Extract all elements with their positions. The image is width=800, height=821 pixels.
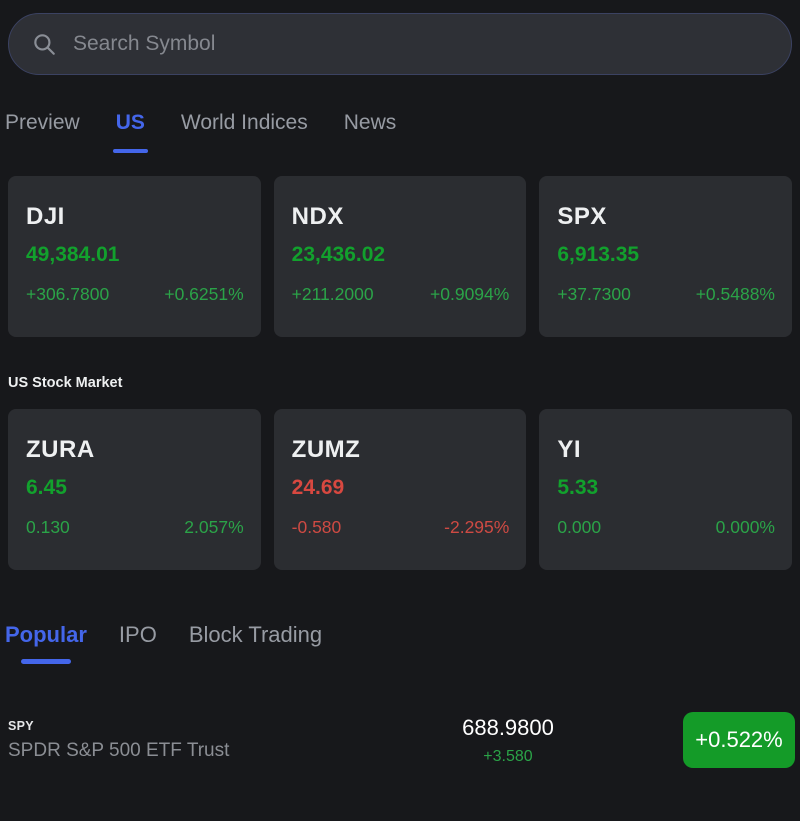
stock-symbol: ZUMZ <box>291 436 361 463</box>
tab-preview[interactable]: Preview <box>5 111 80 134</box>
stock-value: 5.33 <box>557 476 599 499</box>
list-item-name: SPDR S&P 500 ETF Trust <box>8 739 230 761</box>
index-change-row: +37.7300 +0.5488% <box>557 284 775 305</box>
index-change: +37.7300 <box>557 284 631 304</box>
search-icon <box>31 31 57 57</box>
stock-change: 0.000 <box>557 517 602 537</box>
stock-card-yi[interactable]: YI 5.33 0.000 0.000% <box>539 409 792 570</box>
list-item-symbol: SPY <box>8 718 34 733</box>
stock-symbol: ZURA <box>26 436 95 463</box>
tab-us[interactable]: US <box>112 111 149 153</box>
search-input[interactable] <box>73 32 769 56</box>
index-card-ndx[interactable]: NDX 23,436.02 +211.2000 +0.9094% <box>273 176 527 337</box>
index-change: +211.2000 <box>291 284 374 304</box>
stock-card-grid: ZURA 6.45 0.130 2.057% ZUMZ 24.69 -0.580… <box>8 409 792 570</box>
list-item-identity: SPY SPDR S&P 500 ETF Trust <box>5 719 413 762</box>
tab-news[interactable]: News <box>343 111 397 134</box>
index-change: +306.7800 <box>26 284 110 304</box>
stock-change-row: -0.580 -2.295% <box>292 517 510 538</box>
stock-change-pct: 0.000% <box>715 517 775 537</box>
change-percent-badge[interactable]: +0.522% <box>683 712 795 768</box>
index-value: 6,913.35 <box>557 243 640 266</box>
tab-block-trading[interactable]: Block Trading <box>188 622 323 647</box>
index-change-pct: +0.9094% <box>430 284 510 304</box>
index-change-row: +211.2000 +0.9094% <box>292 284 510 305</box>
list-item-spy[interactable]: SPY SPDR S&P 500 ETF Trust 688.9800 +3.5… <box>5 712 795 768</box>
tab-world-indices[interactable]: World Indices <box>180 111 308 134</box>
stock-symbol: YI <box>557 436 582 463</box>
stock-change-pct: -2.295% <box>444 517 510 537</box>
list-item-price: 688.9800 <box>462 714 554 740</box>
stock-change: 0.130 <box>26 517 70 537</box>
index-card-spx[interactable]: SPX 6,913.35 +37.7300 +0.5488% <box>539 176 792 337</box>
index-symbol: SPX <box>557 203 607 230</box>
index-change-pct: +0.5488% <box>695 284 775 304</box>
index-change-row: +306.7800 +0.6251% <box>26 284 244 305</box>
market-tabs: Preview US World Indices News <box>5 111 795 153</box>
stock-card-zura[interactable]: ZURA 6.45 0.130 2.057% <box>8 409 261 570</box>
stock-card-zumz[interactable]: ZUMZ 24.69 -0.580 -2.295% <box>273 409 527 570</box>
list-item-quote: 688.9800 +3.580 <box>413 715 603 766</box>
section-title-us-stock-market: US Stock Market <box>8 375 123 391</box>
index-symbol: DJI <box>26 203 65 230</box>
index-change-pct: +0.6251% <box>164 284 244 304</box>
search-bar[interactable] <box>8 13 792 75</box>
stock-change: -0.580 <box>291 517 342 537</box>
index-card-grid: DJI 49,384.01 +306.7800 +0.6251% NDX 23,… <box>8 176 792 337</box>
index-card-dji[interactable]: DJI 49,384.01 +306.7800 +0.6251% <box>8 176 261 337</box>
stock-change-row: 0.130 2.057% <box>26 517 244 538</box>
tab-popular[interactable]: Popular <box>5 622 87 664</box>
list-tabs: Popular IPO Block Trading <box>5 622 795 664</box>
index-value: 49,384.01 <box>26 243 120 266</box>
stock-change-row: 0.000 0.000% <box>557 517 775 538</box>
index-symbol: NDX <box>291 203 344 230</box>
index-value: 23,436.02 <box>291 243 386 266</box>
stock-change-pct: 2.057% <box>184 517 244 537</box>
stock-value: 6.45 <box>26 476 67 499</box>
tab-ipo[interactable]: IPO <box>118 622 157 647</box>
list-item-change: +3.580 <box>483 747 533 765</box>
stock-value: 24.69 <box>291 476 345 499</box>
